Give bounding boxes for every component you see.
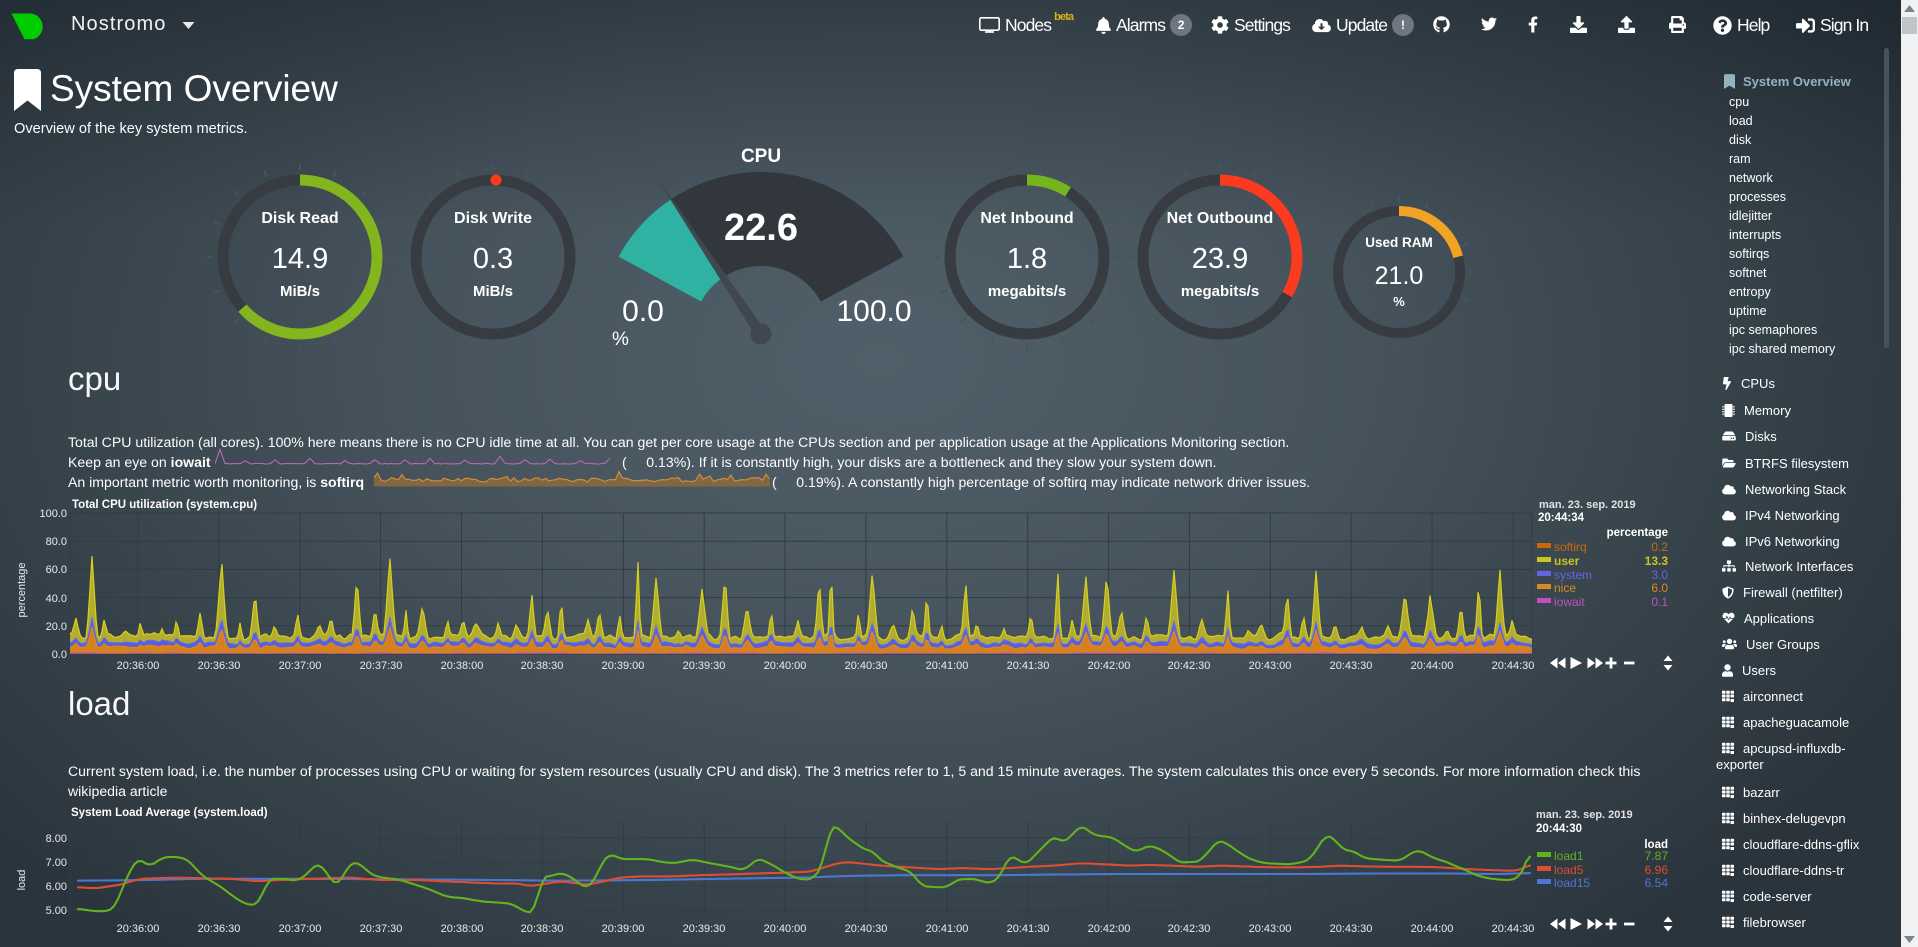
svg-text:6.54: 6.54 — [1645, 876, 1669, 890]
svg-text:20:41:30: 20:41:30 — [1007, 660, 1050, 672]
svg-text:0.2: 0.2 — [1651, 540, 1668, 554]
svg-text:20:37:30: 20:37:30 — [360, 923, 403, 935]
svg-text:20:40:30: 20:40:30 — [845, 660, 888, 672]
svg-text:0.1: 0.1 — [1651, 595, 1668, 609]
svg-text:20:44:30: 20:44:30 — [1492, 923, 1535, 935]
svg-text:7.87: 7.87 — [1645, 849, 1669, 863]
svg-text:20:41:30: 20:41:30 — [1007, 923, 1050, 935]
svg-text:20:43:30: 20:43:30 — [1330, 923, 1373, 935]
svg-text:3.0: 3.0 — [1651, 568, 1668, 582]
svg-text:Total CPU utilization (system.: Total CPU utilization (system.cpu) — [72, 499, 257, 511]
svg-text:system: system — [1554, 568, 1592, 582]
svg-text:100.0: 100.0 — [39, 508, 67, 520]
svg-text:20:42:30: 20:42:30 — [1168, 923, 1211, 935]
svg-text:7.00: 7.00 — [46, 857, 67, 869]
svg-text:6.96: 6.96 — [1645, 863, 1669, 877]
svg-text:20.0: 20.0 — [46, 621, 67, 633]
svg-text:20:41:00: 20:41:00 — [926, 923, 969, 935]
svg-text:20:39:00: 20:39:00 — [602, 923, 645, 935]
svg-text:20:40:30: 20:40:30 — [845, 923, 888, 935]
svg-text:20:44:00: 20:44:00 — [1411, 923, 1454, 935]
svg-text:load5: load5 — [1554, 863, 1584, 877]
svg-text:20:42:00: 20:42:00 — [1088, 660, 1131, 672]
svg-text:20:38:00: 20:38:00 — [441, 660, 484, 672]
svg-text:20:43:30: 20:43:30 — [1330, 660, 1373, 672]
svg-text:20:38:30: 20:38:30 — [521, 923, 564, 935]
svg-text:load1: load1 — [1554, 849, 1584, 863]
svg-text:8.00: 8.00 — [46, 833, 67, 845]
svg-text:20:37:00: 20:37:00 — [279, 660, 322, 672]
svg-text:20:37:00: 20:37:00 — [279, 923, 322, 935]
svg-text:20:36:00: 20:36:00 — [117, 660, 160, 672]
svg-text:20:38:30: 20:38:30 — [521, 660, 564, 672]
svg-text:20:40:00: 20:40:00 — [764, 923, 807, 935]
svg-text:20:37:30: 20:37:30 — [360, 660, 403, 672]
svg-text:load: load — [16, 870, 28, 891]
svg-text:iowait: iowait — [1554, 595, 1585, 609]
svg-text:6.0: 6.0 — [1651, 581, 1668, 595]
svg-text:20:44:00: 20:44:00 — [1411, 660, 1454, 672]
svg-text:load15: load15 — [1554, 876, 1590, 890]
svg-text:20:43:00: 20:43:00 — [1249, 660, 1292, 672]
svg-text:percentage: percentage — [16, 562, 28, 617]
svg-text:20:39:00: 20:39:00 — [602, 660, 645, 672]
svg-text:20:41:00: 20:41:00 — [926, 660, 969, 672]
svg-text:System Load Average (system.lo: System Load Average (system.load) — [71, 807, 268, 819]
svg-text:20:39:30: 20:39:30 — [683, 660, 726, 672]
svg-text:softirq: softirq — [1554, 540, 1587, 554]
svg-text:13.3: 13.3 — [1645, 554, 1669, 568]
svg-text:5.00: 5.00 — [46, 905, 67, 917]
svg-text:80.0: 80.0 — [46, 536, 67, 548]
svg-text:60.0: 60.0 — [46, 564, 67, 576]
svg-text:20:44:34: 20:44:34 — [1538, 512, 1585, 524]
svg-text:40.0: 40.0 — [46, 593, 67, 605]
svg-text:20:44:30: 20:44:30 — [1492, 660, 1535, 672]
svg-text:user: user — [1554, 554, 1580, 568]
svg-text:20:40:00: 20:40:00 — [764, 660, 807, 672]
svg-text:20:39:30: 20:39:30 — [683, 923, 726, 935]
svg-text:6.00: 6.00 — [46, 881, 67, 893]
svg-text:20:43:00: 20:43:00 — [1249, 923, 1292, 935]
svg-text:percentage: percentage — [1607, 527, 1668, 539]
svg-text:0.0: 0.0 — [52, 649, 67, 661]
svg-text:20:36:00: 20:36:00 — [117, 923, 160, 935]
svg-text:20:36:30: 20:36:30 — [198, 923, 241, 935]
svg-text:20:42:00: 20:42:00 — [1088, 923, 1131, 935]
svg-text:20:36:30: 20:36:30 — [198, 660, 241, 672]
svg-text:20:42:30: 20:42:30 — [1168, 660, 1211, 672]
svg-text:man. 23. sep. 2019: man. 23. sep. 2019 — [1536, 809, 1633, 821]
svg-text:load: load — [1644, 839, 1668, 851]
svg-text:20:44:30: 20:44:30 — [1536, 823, 1582, 835]
svg-text:man. 23. sep. 2019: man. 23. sep. 2019 — [1539, 499, 1636, 511]
svg-text:20:38:00: 20:38:00 — [441, 923, 484, 935]
svg-text:nice: nice — [1554, 581, 1576, 595]
